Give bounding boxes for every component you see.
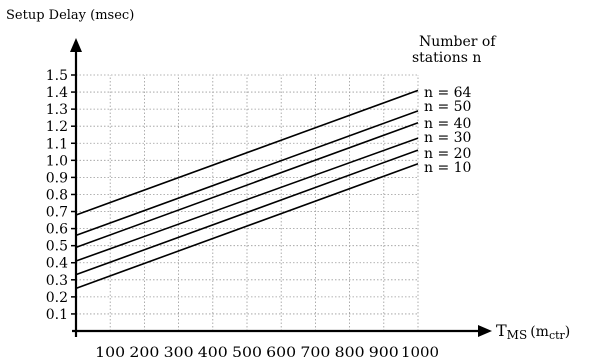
series-label: n = 40	[424, 116, 471, 132]
legend-title-line2: stations n	[412, 50, 481, 66]
x-tick-label: 600	[266, 345, 296, 361]
x-axis-label-sub: MS	[507, 328, 528, 342]
y-tick-label: 0.2	[46, 290, 68, 306]
y-tick-label: 0.7	[46, 205, 68, 221]
y-axis-label: Setup Delay (msec)	[6, 8, 134, 23]
y-tick-label: 0.8	[46, 187, 68, 203]
x-tick-label: 900	[369, 345, 399, 361]
x-axis-unit-close: )	[565, 324, 570, 340]
x-tick-label: 100	[95, 345, 125, 361]
series-line	[75, 89, 419, 216]
grid	[76, 74, 419, 331]
y-tick-label: 0.3	[46, 273, 68, 289]
series-line	[75, 110, 419, 237]
series-labels: n = 64n = 50n = 40n = 30n = 20n = 10	[424, 85, 472, 176]
series-label: n = 10	[424, 160, 471, 176]
series-label: n = 20	[424, 146, 471, 162]
x-tick-label: 400	[198, 345, 228, 361]
series-line	[75, 122, 419, 249]
x-tick-label: 1000	[401, 345, 439, 361]
legend-title-line1: Number of	[419, 34, 497, 50]
x-tick-label: 500	[232, 345, 262, 361]
y-tick-label: 1.5	[46, 68, 68, 84]
y-tick-label: 0.6	[46, 222, 68, 238]
y-axis-arrow	[70, 38, 82, 52]
y-tick-label: 1.3	[46, 102, 68, 118]
series-label: n = 30	[424, 130, 471, 146]
svg-text:TMS(mctr): TMS (mctr)	[496, 321, 570, 342]
y-tick-label: 1.0	[46, 153, 68, 169]
x-tick-label: 300	[164, 345, 194, 361]
x-tick-label: 200	[129, 345, 159, 361]
y-tick-label: 0.5	[46, 239, 68, 255]
x-tick-label: 700	[300, 345, 330, 361]
y-tick-label: 1.4	[46, 85, 68, 101]
x-axis-arrow	[478, 325, 492, 337]
series-label: n = 64	[424, 85, 472, 101]
tick-labels: 0.10.20.30.40.50.60.70.80.91.01.11.21.31…	[46, 68, 439, 361]
x-tick-label: 800	[335, 345, 365, 361]
axes	[70, 38, 492, 337]
x-axis-unit-main: (m	[530, 324, 549, 340]
y-tick-label: 1.1	[46, 136, 68, 152]
y-tick-label: 1.2	[46, 119, 68, 135]
series-label: n = 50	[424, 99, 471, 115]
series-line	[75, 149, 419, 276]
series-lines	[75, 89, 419, 290]
x-axis-label: TMS (mctr)	[496, 321, 570, 342]
series-line	[75, 137, 419, 262]
y-tick-label: 0.1	[46, 307, 68, 323]
y-tick-label: 0.9	[46, 170, 68, 186]
x-axis-label-main: T	[496, 321, 507, 340]
x-axis-unit-sub: ctr	[549, 329, 566, 342]
y-tick-label: 0.4	[46, 256, 68, 272]
series-line	[75, 162, 419, 290]
